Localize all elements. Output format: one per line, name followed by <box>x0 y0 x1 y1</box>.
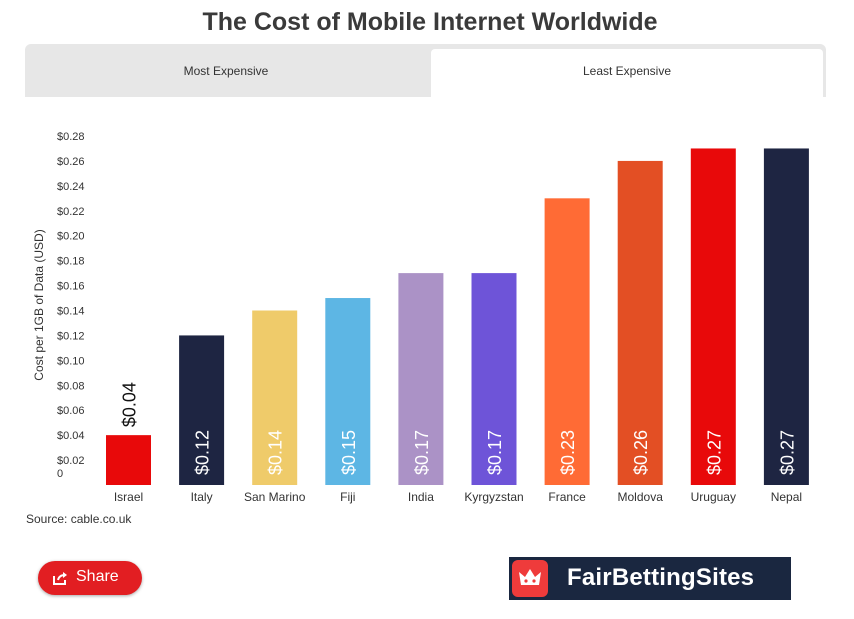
bar-value-label: $0.12 <box>193 430 213 475</box>
bar <box>398 273 444 485</box>
bar <box>544 198 590 486</box>
x-tick-label: Kyrgyzstan <box>464 490 523 504</box>
share-icon <box>53 572 67 585</box>
y-tick-label: $0.10 <box>57 355 85 367</box>
crown-icon <box>512 560 548 597</box>
x-tick-label: Israel <box>114 490 143 504</box>
y-axis-label: Cost per 1GB of Data (USD) <box>32 229 46 380</box>
bar <box>325 298 371 485</box>
y-tick-label: $0.18 <box>57 256 85 268</box>
y-tick-label: $0.02 <box>57 455 85 467</box>
page-title: The Cost of Mobile Internet Worldwide <box>202 8 658 36</box>
bar <box>106 435 151 485</box>
bar-value-label: $0.27 <box>704 430 724 475</box>
bar-value-label: $0.23 <box>558 430 578 475</box>
y-tick-label: $0.20 <box>57 231 85 243</box>
bar <box>690 148 736 485</box>
x-tick-label: Uruguay <box>691 490 736 504</box>
bar <box>252 310 298 485</box>
x-tick-label: France <box>548 490 586 504</box>
bar-value-label: $0.26 <box>631 430 651 475</box>
y-tick-label: $0.16 <box>57 281 85 293</box>
bar-value-label: $0.27 <box>777 430 797 475</box>
brand-logo[interactable]: FairBettingSites <box>509 557 791 600</box>
y-tick-label: $0.14 <box>57 306 85 318</box>
y-tick-label: 0 <box>57 468 63 480</box>
bar <box>617 160 663 485</box>
tab-most-expensive[interactable]: Most Expensive <box>183 64 269 78</box>
tab-least-expensive[interactable]: Least Expensive <box>431 49 823 97</box>
source-note: Source: cable.co.uk <box>26 512 132 526</box>
bar-value-label: $0.04 <box>120 382 140 427</box>
x-tick-label: San Marino <box>244 490 306 504</box>
bar <box>763 148 809 485</box>
bar-value-label: $0.17 <box>412 430 432 475</box>
bar-value-label: $0.17 <box>485 430 505 475</box>
share-button[interactable]: Share <box>38 561 142 595</box>
y-tick-label: $0.06 <box>57 405 85 417</box>
y-tick-label: $0.26 <box>57 156 85 168</box>
y-tick-label: $0.08 <box>57 380 85 392</box>
bar <box>179 335 225 485</box>
x-tick-label: Fiji <box>340 490 355 504</box>
y-tick-label: $0.24 <box>57 181 85 193</box>
share-label: Share <box>76 568 119 585</box>
y-tick-label: $0.22 <box>57 206 85 218</box>
tab-bar: Most Expensive Least Expensive <box>25 44 826 97</box>
logo-text: FairBettingSites <box>567 564 755 591</box>
x-tick-label: Nepal <box>771 490 802 504</box>
x-tick-label: Moldova <box>618 490 664 504</box>
bar-chart: 0$0.02 $0.04 $0.06 $0.08 $0.10 $0.12 $0.14 $0.1… <box>32 131 809 504</box>
y-tick-label: $0.04 <box>57 430 85 442</box>
x-tick-label: India <box>408 490 434 504</box>
bar-value-label: $0.14 <box>266 430 286 475</box>
bar-value-label: $0.15 <box>339 430 359 475</box>
y-tick-label: $0.12 <box>57 330 85 342</box>
bar <box>471 273 517 485</box>
x-tick-label: Italy <box>191 490 213 504</box>
y-tick-label: $0.28 <box>57 131 85 143</box>
